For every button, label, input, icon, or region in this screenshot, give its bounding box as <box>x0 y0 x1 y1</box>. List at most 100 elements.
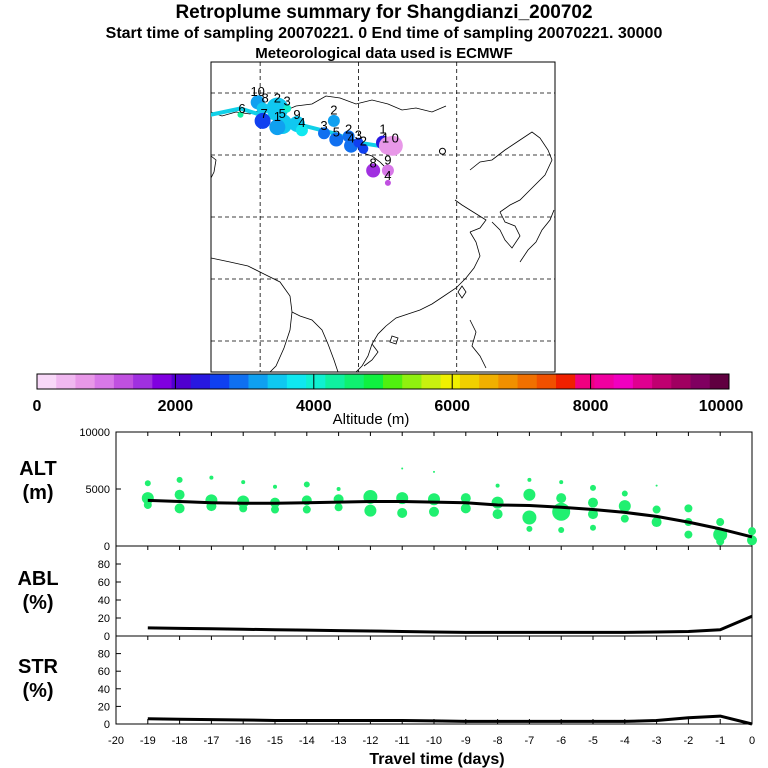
altitude-scatter-point <box>527 477 532 482</box>
altitude-scatter-point <box>588 509 598 520</box>
y-tick-label: 0 <box>104 631 110 643</box>
met-data-subtitle: Meteorological data used is ECMWF <box>255 45 513 62</box>
colorbar-cell <box>210 374 230 389</box>
colorbar-cell <box>363 374 384 389</box>
trajectory-track <box>211 106 400 148</box>
altitude-scatter-point <box>397 507 408 518</box>
colorbar-cell <box>709 374 730 389</box>
colorbar-cell <box>133 374 153 389</box>
coastline-caspian <box>211 155 217 179</box>
colorbar-cell <box>56 374 76 389</box>
colorbar-tick-label: 2000 <box>158 398 194 415</box>
altitude-scatter-point <box>590 484 596 491</box>
map-cluster-label: 8 <box>261 90 268 105</box>
y-tick-label: 20 <box>98 613 110 625</box>
colorbar-tick-label: 6000 <box>434 398 470 415</box>
altitude-scatter-point <box>491 496 504 509</box>
map-cluster-point <box>366 163 381 178</box>
altitude-scatter-point <box>209 475 214 480</box>
sampling-time-subtitle: Start time of sampling 20070221. 0 End t… <box>105 25 663 42</box>
colorbar-tick-label: 8000 <box>573 398 609 415</box>
x-tick-label: -2 <box>684 735 694 747</box>
map-cluster-label: 5 <box>333 124 340 139</box>
x-tick-label: -7 <box>525 735 535 747</box>
y-axis-label: STR <box>18 656 59 678</box>
colorbar-cell <box>75 374 96 389</box>
coastline-lake <box>359 151 387 169</box>
map-cluster-point <box>381 164 394 177</box>
map-coastlines <box>211 95 555 372</box>
altitude-scatter-point <box>588 497 598 508</box>
coastline-southeast-asia <box>355 313 409 372</box>
altitude-scatter-point <box>302 505 311 514</box>
x-tick-label: -4 <box>620 735 630 747</box>
y-axis-label: (%) <box>22 680 53 702</box>
colorbar-cell <box>421 374 442 389</box>
colorbar-cell <box>652 374 672 389</box>
colorbar-cell <box>690 374 711 389</box>
map-cluster-label: 4 <box>347 131 354 146</box>
map-cluster-point <box>384 179 391 186</box>
x-tick-label: -9 <box>461 735 471 747</box>
altitude-scatter-point <box>523 488 536 501</box>
chart-title: Retroplume summary for Shangdianzi_20070… <box>175 2 593 23</box>
colorbar-cell <box>286 374 307 389</box>
altitude-scatter-point <box>174 489 185 500</box>
colorbar-cell <box>267 374 288 389</box>
colorbar-cell <box>517 374 538 389</box>
altitude-scatter-point <box>460 493 471 504</box>
coastline-taiwan <box>457 285 467 299</box>
panel-frame <box>115 635 753 725</box>
x-tick-label: -1 <box>715 735 725 747</box>
x-axis-label: Travel time (days) <box>369 751 504 768</box>
map-cluster-point <box>266 97 289 120</box>
x-tick-label: -20 <box>108 735 124 747</box>
x-tick-label: -8 <box>493 735 503 747</box>
altitude-scatter-point <box>241 480 246 485</box>
colorbar-cell <box>306 374 326 389</box>
coastline-korea <box>491 211 521 249</box>
altitude-scatter-point <box>144 480 151 487</box>
map-cluster-label: 9 <box>384 152 391 167</box>
map-cluster-label: 6 <box>238 101 245 116</box>
colorbar-cell <box>536 374 557 389</box>
colorbar-cells <box>37 374 730 389</box>
altitude-scatter-point <box>303 481 310 488</box>
x-tick-label: -12 <box>362 735 378 747</box>
map-cluster-label: 2 <box>330 103 337 118</box>
y-axis-label: ABL <box>17 568 58 590</box>
colorbar-cell <box>671 374 692 389</box>
map-cluster-point <box>269 119 286 136</box>
map-cluster-label: 4 <box>298 115 305 130</box>
altitude-scatter-point <box>559 480 564 485</box>
map-cluster-label: 3 <box>355 128 362 143</box>
altitude-scatter-point <box>684 530 693 539</box>
altitude-scatter-point <box>748 527 756 536</box>
map-cluster-label: 2 <box>274 90 281 105</box>
colorbar-cell <box>479 374 499 389</box>
map-cluster-point <box>382 135 403 156</box>
y-tick-label: 0 <box>104 719 110 731</box>
x-tick-label: -19 <box>140 735 156 747</box>
y-tick-label: 60 <box>98 666 110 678</box>
coastline-japan <box>519 209 555 263</box>
altitude-scatter-point <box>273 484 277 489</box>
altitude-scatter-point <box>522 510 537 525</box>
series-line <box>147 614 753 634</box>
y-tick-label: 40 <box>98 684 110 696</box>
map-cluster-point <box>237 111 244 118</box>
map-cluster-label: 0 <box>392 131 399 146</box>
x-tick-label: -17 <box>203 735 219 747</box>
map-cluster-label: 10 <box>250 84 264 99</box>
map-cluster-label: 1 <box>379 121 386 136</box>
panel-altitude: 0 5000 10000 ALT(m) <box>19 427 757 553</box>
y-tick-label: 20 <box>98 701 110 713</box>
y-tick-label: 40 <box>98 595 110 607</box>
x-tick-label: -3 <box>652 735 662 747</box>
map-cluster-point <box>254 112 271 129</box>
colorbar-cell <box>171 374 192 389</box>
colorbar-cell <box>94 374 115 389</box>
altitude-scatter-point <box>460 503 471 514</box>
x-tick-label: -6 <box>556 735 566 747</box>
